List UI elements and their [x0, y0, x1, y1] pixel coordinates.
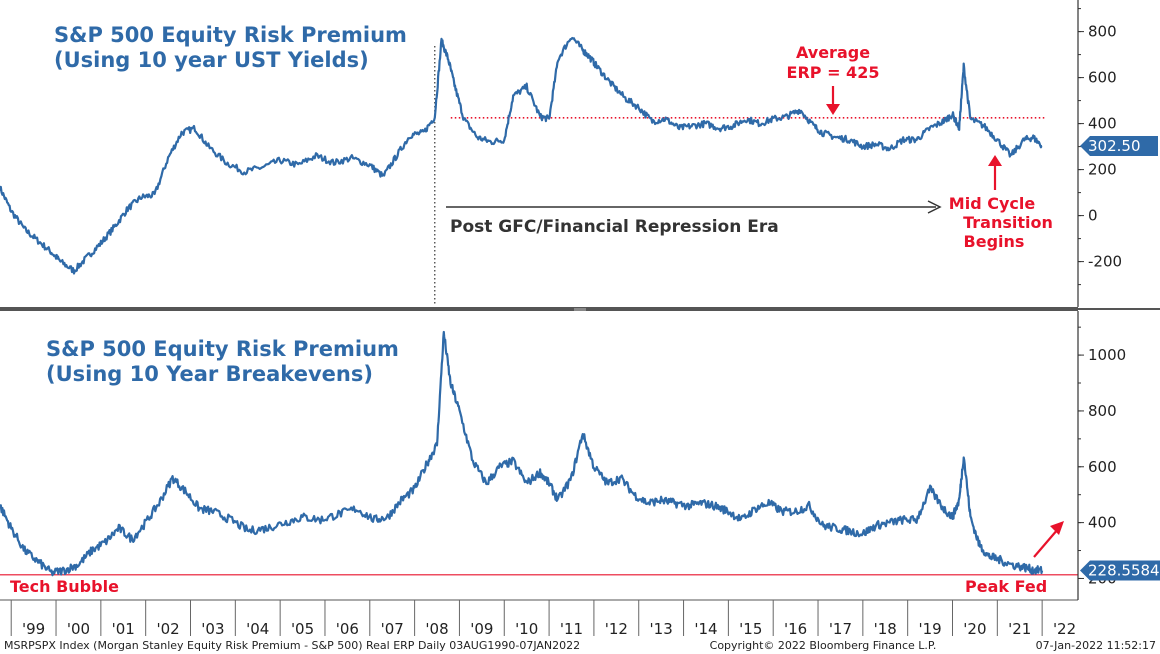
mid-cycle-arrow: [988, 155, 1002, 190]
x-tick-label: '08: [425, 620, 448, 638]
ust-yield-panel: S&P 500 Equity Risk Premium (Using 10 ye…: [0, 8, 1158, 305]
x-tick-label: '21: [1008, 620, 1031, 638]
panel2-last-value-badge: 228.5584: [1080, 560, 1160, 581]
x-tick-label: '04: [246, 620, 269, 638]
average-annotation-line1: Average: [796, 43, 870, 62]
mid-cycle-line2: Transition: [963, 213, 1053, 232]
panel1-last-value-badge: 302.50: [1080, 136, 1158, 157]
panel2-last-value: 228.5584: [1088, 561, 1160, 579]
panel1-y-axis: -200 0 200 400 600 800: [1078, 8, 1122, 286]
footer-copyright: Copyright© 2022 Bloomberg Finance L.P.: [710, 639, 937, 652]
panel2-y-axis: 2004006008001000: [1078, 326, 1126, 587]
x-tick-label: '10: [515, 620, 538, 638]
x-tick-label: '18: [874, 620, 897, 638]
x-tick-label: '99: [22, 620, 45, 638]
x-tick-label: '19: [918, 620, 941, 638]
x-tick-label: '07: [381, 620, 404, 638]
tech-bubble-label: Tech Bubble: [10, 577, 119, 596]
panel1-ytick-label: 0: [1088, 207, 1098, 225]
x-tick-label: '14: [694, 620, 717, 638]
panel1-ytick-label: -200: [1088, 253, 1122, 271]
peak-fed-label: Peak Fed: [965, 577, 1047, 596]
divider-handle[interactable]: [574, 308, 586, 311]
era-arrow: [446, 200, 942, 214]
average-annotation-line2: ERP = 425: [787, 63, 880, 82]
average-arrow: [826, 86, 840, 115]
footer-source: MSRPSPX Index (Morgan Stanley Equity Ris…: [4, 639, 580, 652]
x-axis-ticks: '99 '00 '01 '02 '03 '04 '05 '06 '07 '08 '09 '10 '11 '…: [10, 600, 1076, 638]
mid-cycle-line3: Begins: [964, 232, 1025, 251]
panel1-ytick-label: 200: [1088, 161, 1117, 179]
x-tick-label: '09: [470, 620, 493, 638]
panel1-ytick-label: 400: [1088, 115, 1117, 133]
panel2-ytick-label: 1000: [1088, 346, 1126, 364]
panel1-ytick-label: 800: [1088, 23, 1117, 41]
panel1-series-line: [0, 36, 1043, 275]
panel1-title: S&P 500 Equity Risk Premium: [54, 23, 407, 47]
mid-cycle-line1: Mid Cycle: [949, 194, 1036, 213]
x-tick-label: '15: [739, 620, 762, 638]
x-tick-label: '01: [112, 620, 135, 638]
x-tick-label: '11: [560, 620, 583, 638]
x-tick-label: '05: [291, 620, 314, 638]
x-tick-label: '00: [67, 620, 90, 638]
x-tick-label: '22: [1053, 620, 1076, 638]
footer-timestamp: 07-Jan-2022 11:52:17: [1036, 639, 1156, 652]
panel1-last-value: 302.50: [1088, 137, 1141, 155]
panel1-badge-shape: [1080, 136, 1158, 157]
panel2-ytick-label: 600: [1088, 458, 1117, 476]
x-tick-label: '20: [963, 620, 986, 638]
panel2-ytick-label: 800: [1088, 402, 1117, 420]
peak-fed-arrow: [1033, 521, 1064, 558]
panel2-ytick-label: 400: [1088, 514, 1117, 532]
panel2-badge-shape: [1080, 560, 1160, 581]
x-tick-label: '06: [336, 620, 359, 638]
panel-divider: [0, 307, 1078, 311]
x-tick-label: '03: [201, 620, 224, 638]
x-tick-label: '12: [605, 620, 628, 638]
panel2-series-line: [0, 330, 1044, 577]
x-tick-label: '16: [784, 620, 807, 638]
era-annotation: Post GFC/Financial Repression Era: [450, 217, 779, 237]
panel1-ytick-label: 600: [1088, 69, 1117, 87]
breakeven-panel: S&P 500 Equity Risk Premium (Using 10 Ye…: [0, 326, 1160, 596]
x-tick-label: '13: [650, 620, 673, 638]
x-tick-label: '17: [829, 620, 852, 638]
panel2-subtitle: (Using 10 Year Breakevens): [46, 362, 373, 386]
panel2-title: S&P 500 Equity Risk Premium: [46, 337, 399, 361]
x-tick-label: '02: [156, 620, 179, 638]
x-axis: '99 '00 '01 '02 '03 '04 '05 '06 '07 '08 '09 '10 '11 '…: [0, 599, 1078, 638]
panel1-subtitle: (Using 10 year UST Yields): [54, 48, 369, 72]
